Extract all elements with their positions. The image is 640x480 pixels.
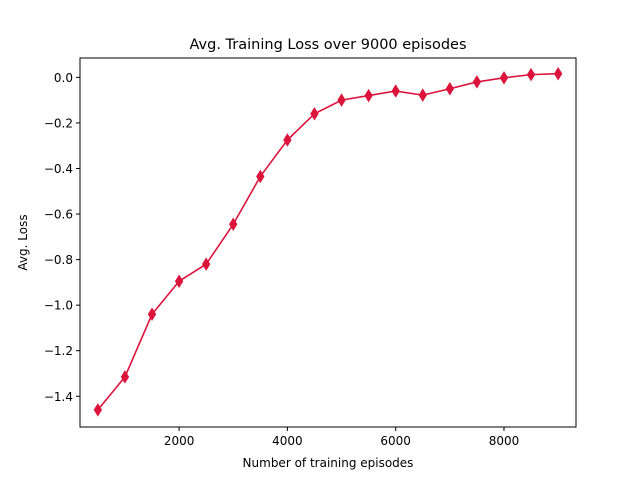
- data-point-marker: [526, 67, 536, 82]
- y-axis-label: Avg. Loss: [16, 214, 30, 270]
- x-axis: 2000 4000 6000 8000: [164, 427, 519, 448]
- data-point-marker: [472, 75, 482, 89]
- x-tick-label: 6000: [380, 434, 411, 448]
- data-point-marker: [256, 169, 265, 184]
- series-line: [97, 72, 559, 411]
- data-point-marker: [418, 88, 427, 102]
- data-point-marker: [93, 403, 103, 417]
- y-tick-label: −0.8: [44, 253, 73, 267]
- data-point-marker: [174, 274, 184, 288]
- y-tick-label: −1.2: [44, 344, 73, 358]
- y-tick-label: −0.2: [44, 116, 73, 130]
- plot-area: [93, 66, 563, 417]
- data-point-marker: [499, 71, 509, 85]
- data-point-marker: [201, 257, 211, 271]
- chart-title: Avg. Training Loss over 9000 episodes: [189, 37, 466, 53]
- y-tick-label: −0.6: [44, 208, 73, 222]
- data-point-marker: [445, 82, 455, 96]
- x-tick-label: 4000: [272, 434, 303, 448]
- data-point-marker: [310, 107, 319, 121]
- x-tick-label: 8000: [489, 434, 520, 448]
- y-axis: −1.4 −1.2 −1.0 −0.8 −0.6 −0.4 −0.2 0.0: [44, 71, 80, 404]
- y-tick-label: −0.4: [44, 162, 73, 176]
- data-point-marker: [147, 307, 157, 321]
- plot-frame: [79, 57, 577, 428]
- data-point-marker: [337, 93, 346, 107]
- y-tick-label: −1.4: [44, 390, 73, 404]
- data-point-marker: [283, 133, 292, 147]
- y-tick-label: 0.0: [54, 71, 73, 85]
- data-point-marker: [391, 84, 400, 98]
- data-point-marker: [364, 88, 373, 103]
- y-tick-label: −1.0: [44, 299, 73, 313]
- x-axis-label: Number of training episodes: [243, 456, 414, 470]
- x-tick-label: 2000: [164, 434, 195, 448]
- data-point-marker: [120, 370, 130, 384]
- data-point-marker: [553, 66, 563, 81]
- data-point-marker: [229, 217, 238, 232]
